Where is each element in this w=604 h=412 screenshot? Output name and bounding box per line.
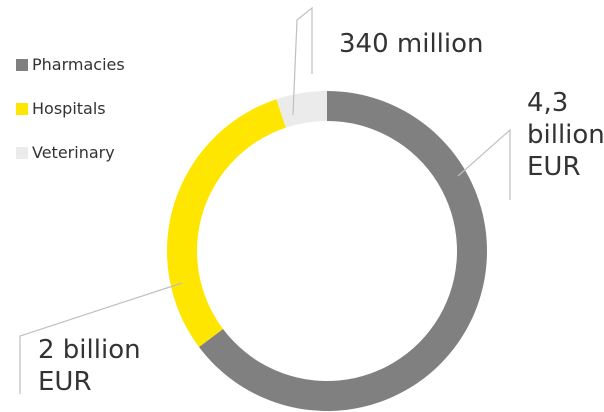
slice-veterinary [276,91,327,128]
legend-item-pharmacies: Pharmacies [16,55,125,74]
leader-lines [19,6,511,394]
legend-swatch-veterinary [16,146,28,159]
data-label-hospitals-line-1: 2 billion [38,335,141,365]
donut-slices [166,91,487,411]
leader-line-pharmacies [457,128,511,200]
data-label-veterinary: 340 million [339,29,484,59]
slice-hospitals [166,99,286,347]
legend-item-hospitals: Hospitals [16,99,106,118]
data-label-hospitals-line-2: EUR [38,367,92,397]
leader-line-veterinary [292,6,313,116]
data-label-hospitals: 2 billion EUR [38,334,141,398]
data-label-pharmacies-line-2: billion [527,120,604,150]
data-label-pharmacies-line-1: 4,3 [527,88,569,118]
legend-label-pharmacies: Pharmacies [32,55,125,74]
leader-line-hospitals [19,282,183,394]
legend-item-veterinary: Veterinary [16,143,115,162]
data-label-pharmacies: 4,3 billion EUR [527,87,604,183]
legend-swatch-pharmacies [16,58,28,71]
legend-swatch-hospitals [16,102,28,115]
data-label-pharmacies-line-3: EUR [527,152,581,182]
legend-label-hospitals: Hospitals [32,99,106,118]
legend-label-veterinary: Veterinary [32,143,115,162]
